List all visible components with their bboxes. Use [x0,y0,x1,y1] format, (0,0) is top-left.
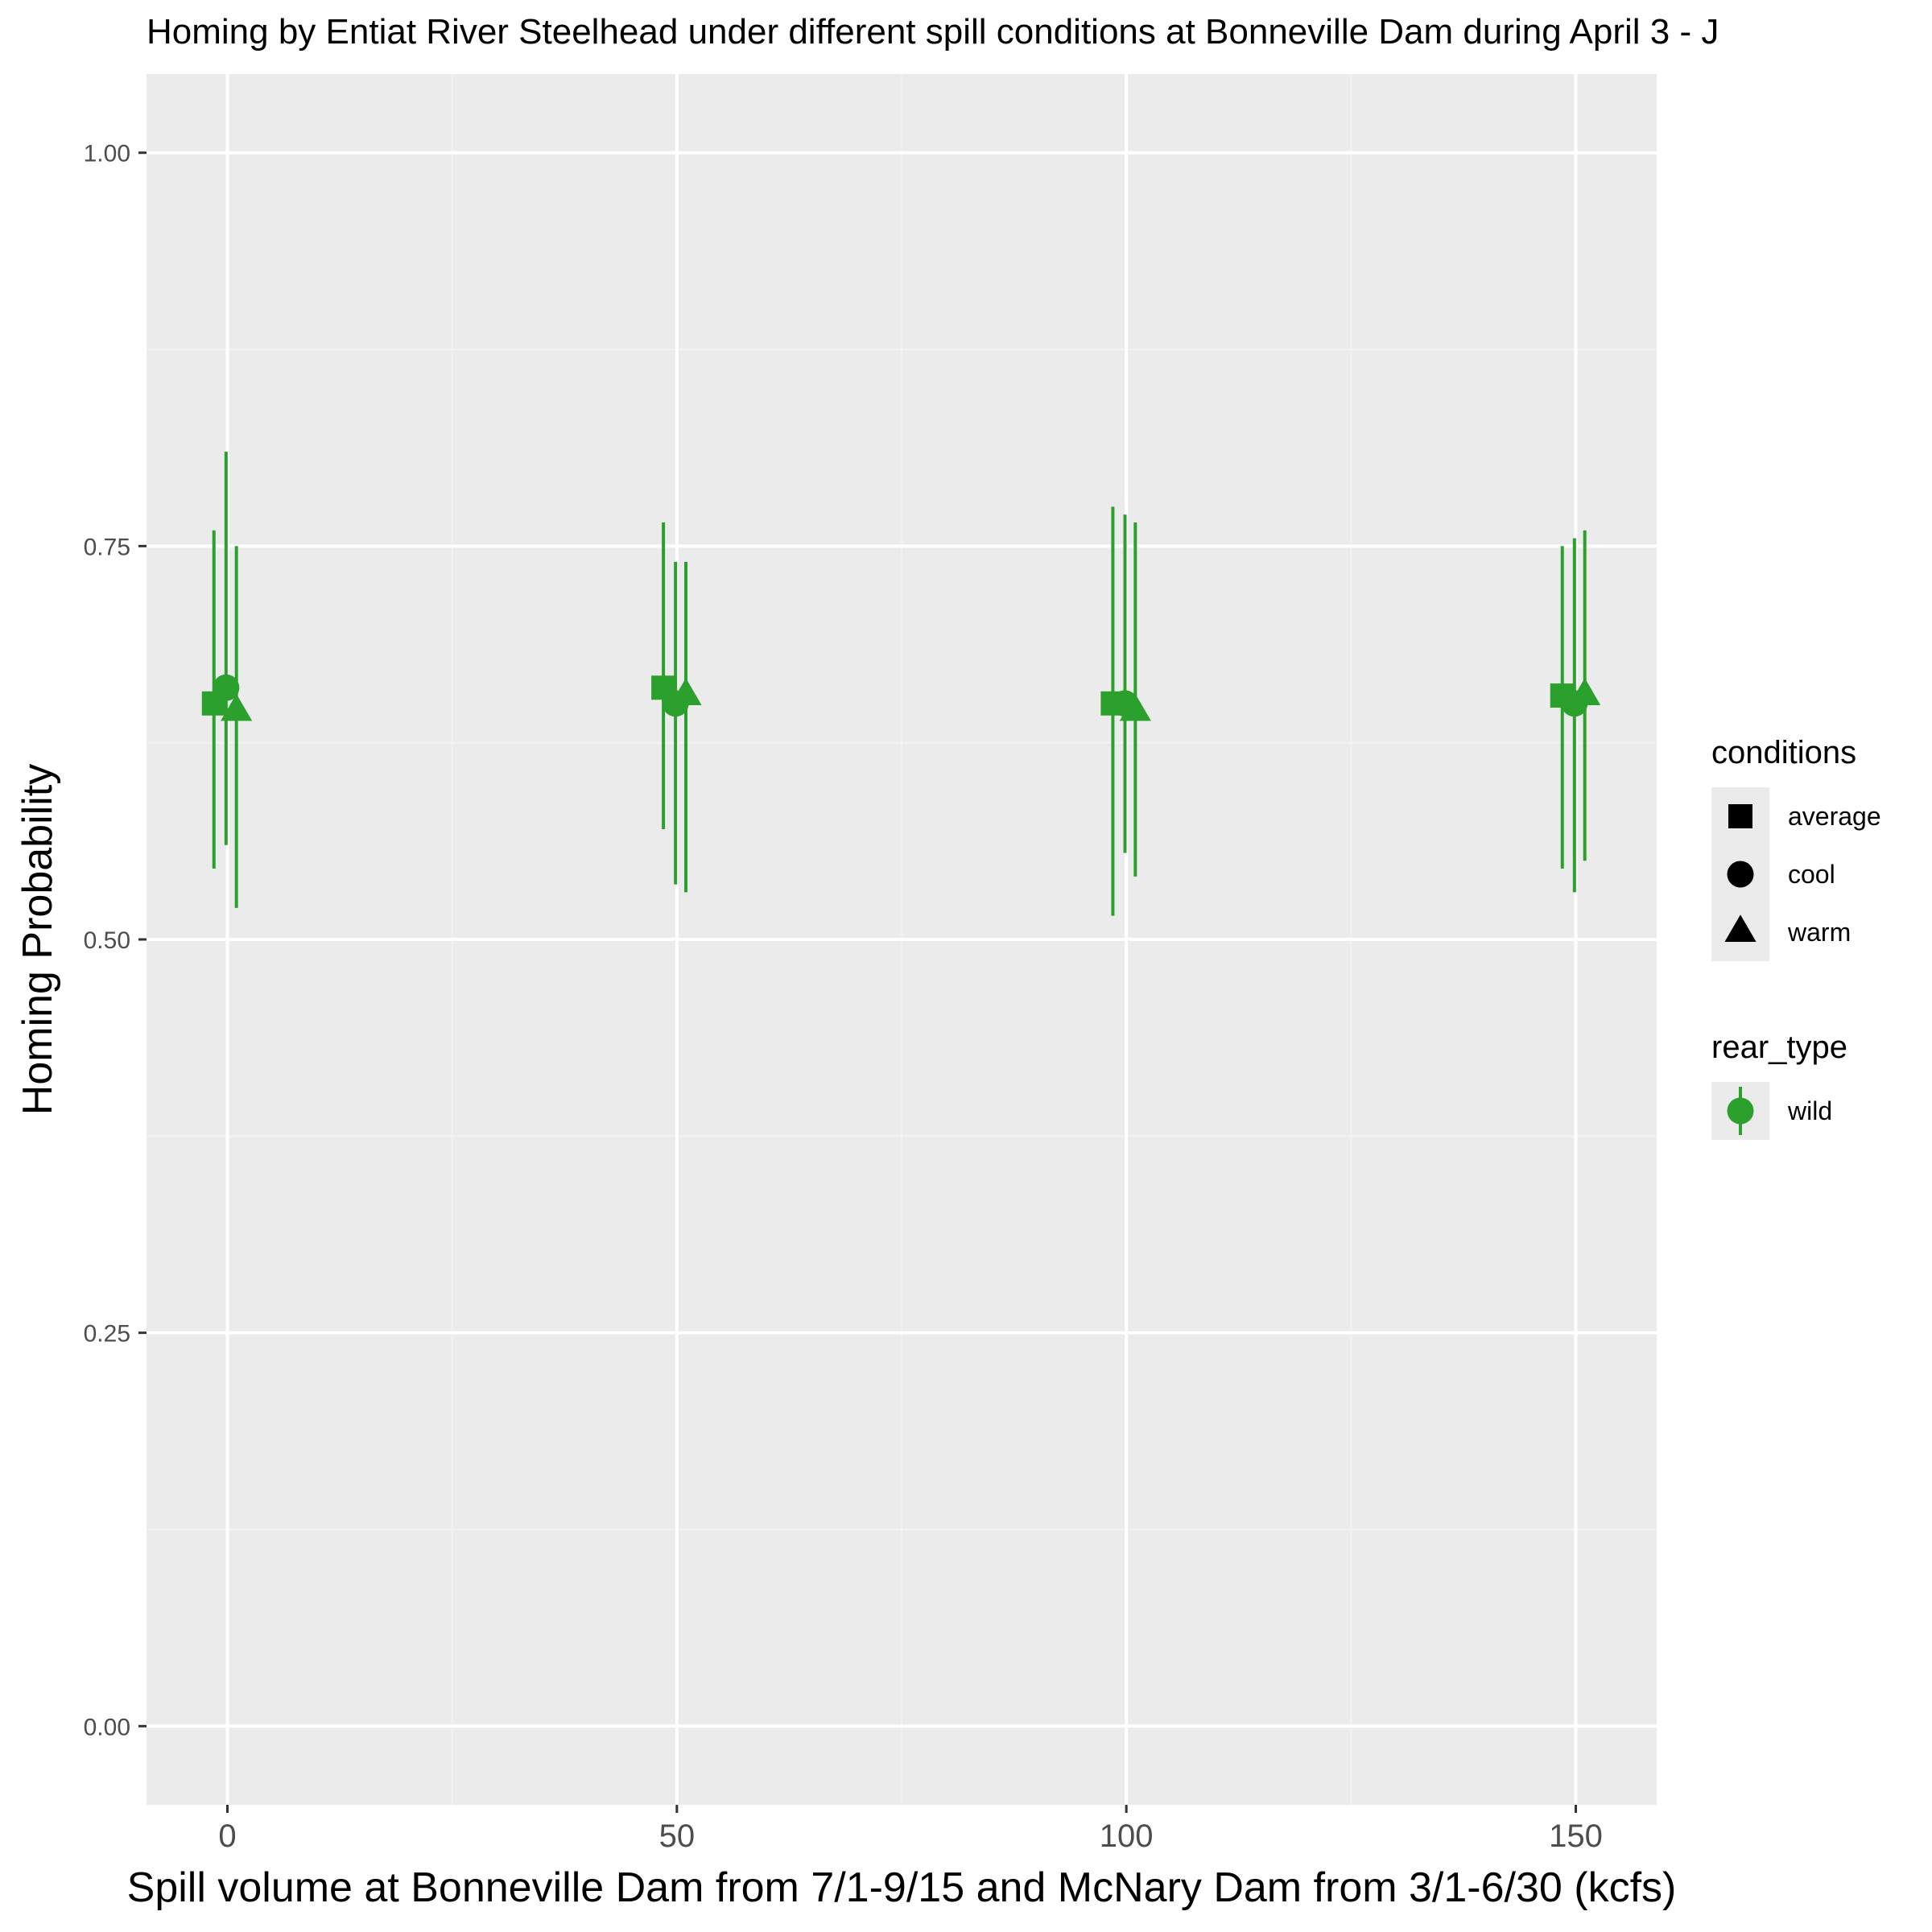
y-tick-label: 0.25 [84,1321,130,1348]
x-axis: 0 50 100 150 [218,1805,1603,1854]
y-tick-label: 1.00 [84,141,130,167]
legend-key-wild [1727,1097,1754,1125]
point-warm [670,678,702,706]
grid-major [147,74,1657,1805]
legend-key-average [1728,804,1752,828]
x-tick-label: 50 [659,1818,696,1854]
point-warm [221,693,253,721]
point-cool [213,674,240,701]
x-axis-title: Spill volume at Bonneville Dam from 7/1-… [127,1864,1677,1911]
legend-title: conditions [1711,735,1856,770]
legend-label: average [1788,802,1881,831]
point-warm [1119,693,1151,721]
legend-key-cool [1727,861,1754,888]
legend-label: cool [1788,860,1835,889]
y-axis-title: Homing Probability [14,764,61,1115]
x-tick-label: 100 [1100,1818,1154,1854]
y-tick-label: 0.50 [84,927,130,954]
point-warm [1569,678,1601,706]
legend-title: rear_type [1711,1030,1847,1065]
chart-title: Homing by Entiat River Steelhead under d… [147,12,1719,52]
y-tick-label: 0.00 [84,1714,130,1740]
legend-label: warm [1787,918,1851,947]
y-axis: 0.00 0.25 0.50 0.75 1.00 [84,141,147,1740]
x-tick-label: 0 [218,1818,236,1854]
legend-label: wild [1787,1096,1832,1125]
y-tick-label: 0.75 [84,534,130,560]
legend-key-warm [1724,914,1757,942]
x-tick-label: 150 [1549,1818,1603,1854]
data-points [201,674,1601,721]
